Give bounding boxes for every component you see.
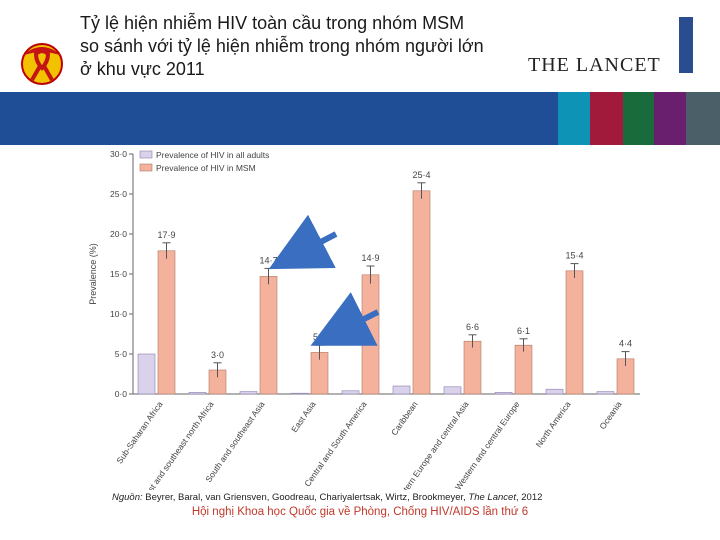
bar-adults bbox=[239, 391, 258, 395]
y-tick-label: 10·0 bbox=[110, 309, 127, 319]
data-label-msm: 4·4 bbox=[619, 339, 632, 349]
x-tick-label: Caribbean bbox=[389, 399, 420, 437]
x-tick-label: North America bbox=[534, 399, 573, 449]
band-slate bbox=[686, 92, 720, 145]
red-ribbon-logo-icon bbox=[21, 43, 63, 85]
title-line-1: Tỷ lệ hiện nhiễm HIV toàn cầu trong nhóm… bbox=[80, 13, 465, 33]
legend-label-msm: Prevalence of HIV in MSM bbox=[156, 163, 256, 173]
source-label: Nguồn: bbox=[112, 492, 143, 503]
y-tick-label: 0·0 bbox=[115, 389, 128, 399]
bar-adults bbox=[290, 392, 309, 395]
bar-msm bbox=[361, 274, 380, 395]
source-journal: The Lancet bbox=[468, 492, 516, 503]
band-green bbox=[623, 92, 654, 145]
bar-msm bbox=[412, 190, 431, 395]
annotation-arrow-south-southeast-asia bbox=[268, 214, 338, 270]
data-label-msm: 6·6 bbox=[466, 322, 479, 332]
data-label-msm: 17·9 bbox=[157, 230, 175, 240]
bar-msm bbox=[463, 340, 482, 395]
data-label-msm: 14·9 bbox=[361, 253, 379, 263]
y-axis-label: Prevalence (%) bbox=[88, 243, 98, 305]
data-label-msm: 15·4 bbox=[565, 251, 583, 261]
band-red bbox=[590, 92, 623, 145]
data-label-msm: 6·1 bbox=[517, 326, 530, 336]
legend: Prevalence of HIV in all adults Prevalen… bbox=[139, 150, 269, 173]
annotation-arrow-east-asia bbox=[310, 292, 380, 346]
x-tick-label: South and southeast Asia bbox=[203, 399, 267, 484]
bar-msm bbox=[157, 250, 176, 395]
bar-adults bbox=[341, 390, 360, 395]
bar-adults bbox=[443, 386, 462, 395]
band-purple bbox=[654, 92, 686, 145]
journal-logo: THE LANCET bbox=[528, 54, 661, 76]
y-tick-label: 20·0 bbox=[110, 229, 127, 239]
bar-adults bbox=[494, 392, 513, 395]
bar-adults bbox=[137, 353, 156, 395]
band-teal bbox=[558, 92, 590, 145]
source-year: , 2012 bbox=[515, 492, 543, 503]
bar-msm bbox=[514, 344, 533, 395]
data-label-msm: 3·0 bbox=[211, 350, 224, 360]
y-tick-label: 5·0 bbox=[115, 349, 128, 359]
x-tick-label: Oceania bbox=[597, 399, 624, 431]
bar-msm bbox=[565, 270, 584, 395]
x-tick-label: Middle East and southeast north Africa bbox=[124, 399, 216, 490]
bar-adults bbox=[392, 385, 411, 395]
x-tick-label: East Asia bbox=[289, 399, 318, 434]
data-label-msm: 5·2 bbox=[313, 332, 326, 342]
legend-label-adults: Prevalence of HIV in all adults bbox=[156, 150, 269, 160]
bar-adults bbox=[596, 391, 615, 395]
data-label-msm: 14·7 bbox=[259, 255, 277, 265]
y-tick-label: 15·0 bbox=[110, 269, 127, 279]
y-tick-label: 25·0 bbox=[110, 189, 127, 199]
title-line-2: so sánh với tỷ lệ hiện nhiễm trong nhóm … bbox=[80, 36, 484, 56]
title-line-3: ở khu vực 2011 bbox=[80, 59, 205, 79]
conference-name: Hội nghị Khoa học Quốc gia về Phòng, Chố… bbox=[191, 506, 529, 518]
data-label-msm: 25·4 bbox=[412, 170, 430, 180]
legend-swatch-adults bbox=[139, 150, 153, 159]
y-tick-label: 30·0 bbox=[110, 149, 127, 159]
bar-msm bbox=[259, 276, 278, 395]
bar-adults bbox=[188, 392, 207, 395]
legend-swatch-msm bbox=[139, 163, 153, 172]
page-title: Tỷ lệ hiện nhiễm HIV toàn cầu trong nhóm… bbox=[80, 12, 550, 81]
bar-adults bbox=[545, 388, 564, 395]
hiv-prevalence-chart: 0·0 5·0 10·0 15·0 20·0 25·0 30·0 Prevalence (%… bbox=[88, 149, 640, 490]
source-text: Beyrer, Baral, van Griensven, Goodreau, … bbox=[145, 492, 466, 503]
lancet-accent-bar bbox=[679, 17, 693, 73]
x-tick-label: Sub-Saharan Africa bbox=[114, 399, 165, 465]
band-blue bbox=[0, 92, 558, 145]
source-citation: Nguồn: Beyrer, Baral, van Griensven, Goo… bbox=[112, 492, 542, 503]
